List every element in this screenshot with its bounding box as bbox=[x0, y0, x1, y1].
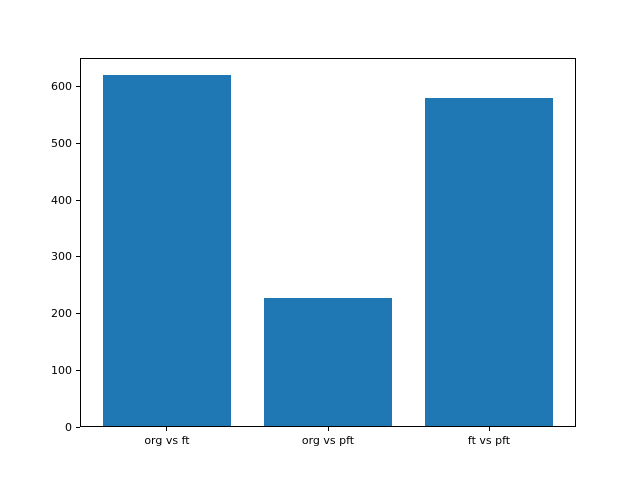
x-tick-mark bbox=[327, 427, 329, 432]
y-tick-label: 500 bbox=[51, 136, 72, 150]
y-tick-mark bbox=[76, 313, 80, 315]
y-tick-mark bbox=[76, 86, 80, 88]
x-tick-label: org vs ft bbox=[144, 434, 190, 448]
bar-org-vs-ft bbox=[102, 75, 232, 427]
bar-ft-vs-pft bbox=[424, 97, 554, 427]
x-tick-mark bbox=[166, 427, 168, 432]
y-tick-mark bbox=[76, 426, 80, 428]
bar-org-vs-pft bbox=[263, 297, 393, 427]
y-tick-label: 300 bbox=[51, 250, 72, 264]
y-tick-label: 400 bbox=[51, 193, 72, 207]
x-tick-mark bbox=[488, 427, 490, 432]
y-tick-label: 600 bbox=[51, 80, 72, 94]
x-tick-label: ft vs pft bbox=[467, 434, 511, 448]
x-tick-label: org vs pft bbox=[301, 434, 355, 448]
y-tick-mark bbox=[76, 256, 80, 258]
y-tick-mark bbox=[76, 142, 80, 144]
y-tick-label: 100 bbox=[51, 363, 72, 377]
y-tick-mark bbox=[76, 369, 80, 371]
y-tick-label: 0 bbox=[65, 420, 72, 434]
y-tick-mark bbox=[76, 199, 80, 201]
y-tick-label: 200 bbox=[51, 307, 72, 321]
